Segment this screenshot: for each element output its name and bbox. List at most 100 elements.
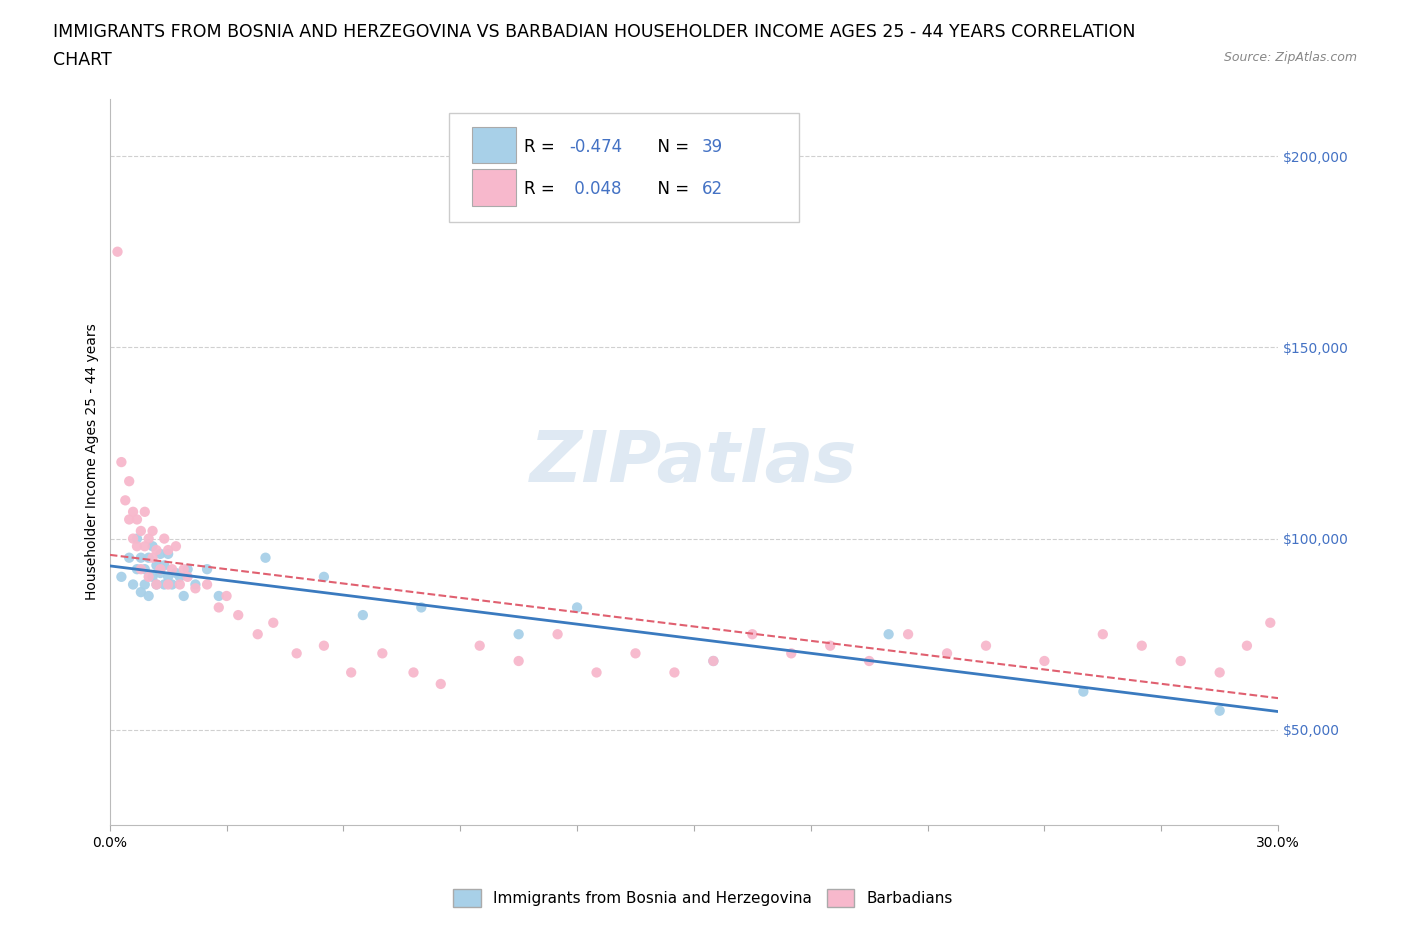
Point: [122, 504, 145, 519]
Point: [160, 562, 183, 577]
Point: [226, 607, 249, 622]
Point: [142, 569, 165, 584]
Point: [173, 562, 195, 577]
Point: [110, 569, 132, 584]
Point: [1258, 616, 1281, 631]
Point: [858, 654, 880, 669]
Point: [176, 569, 198, 584]
Point: [411, 600, 433, 615]
Point: [134, 504, 156, 519]
Point: [429, 676, 451, 691]
Point: [624, 646, 647, 661]
Point: [818, 638, 841, 653]
Point: [129, 524, 152, 538]
Point: [936, 646, 959, 661]
Point: [142, 524, 165, 538]
FancyBboxPatch shape: [449, 113, 799, 222]
Point: [122, 531, 145, 546]
Point: [138, 589, 160, 604]
Point: [165, 538, 187, 553]
Point: [145, 577, 167, 591]
Point: [741, 627, 763, 642]
Point: [340, 665, 363, 680]
Point: [547, 627, 569, 642]
Point: [1091, 627, 1114, 642]
Point: [138, 531, 160, 546]
Point: [195, 562, 218, 577]
Point: [118, 551, 141, 565]
Point: [129, 551, 152, 565]
Text: R =: R =: [524, 138, 561, 155]
Point: [1033, 654, 1056, 669]
Point: [145, 577, 167, 591]
Point: [195, 577, 218, 591]
Point: [371, 646, 394, 661]
Point: [157, 547, 180, 562]
Point: [122, 577, 145, 591]
Point: [254, 551, 277, 565]
Point: [246, 627, 269, 642]
Point: [664, 665, 686, 680]
Point: [176, 562, 198, 577]
Point: [142, 538, 165, 553]
Point: [153, 577, 176, 591]
Y-axis label: Householder Income Ages 25 - 44 years: Householder Income Ages 25 - 44 years: [86, 324, 100, 601]
Point: [134, 538, 156, 553]
Point: [402, 665, 425, 680]
Point: [169, 577, 191, 591]
Point: [125, 562, 148, 577]
Point: [508, 654, 530, 669]
Point: [468, 638, 491, 653]
Point: [157, 542, 180, 557]
Text: Source: ZipAtlas.com: Source: ZipAtlas.com: [1223, 51, 1357, 64]
Point: [184, 577, 207, 591]
Point: [129, 585, 152, 600]
Text: N =: N =: [647, 138, 695, 155]
Point: [165, 565, 187, 580]
Text: ZIPatlas: ZIPatlas: [530, 428, 858, 497]
Point: [1170, 654, 1192, 669]
Point: [285, 646, 308, 661]
Text: CHART: CHART: [53, 51, 112, 69]
Point: [173, 589, 195, 604]
Text: N =: N =: [647, 179, 695, 198]
Point: [1208, 703, 1230, 718]
Point: [129, 562, 152, 577]
Point: [262, 616, 284, 631]
Point: [138, 551, 160, 565]
Point: [208, 600, 231, 615]
Point: [565, 600, 588, 615]
Point: [208, 589, 231, 604]
Point: [153, 558, 176, 573]
Point: [215, 589, 238, 604]
Point: [974, 638, 997, 653]
Point: [125, 538, 148, 553]
Point: [702, 654, 724, 669]
Point: [312, 569, 335, 584]
FancyBboxPatch shape: [472, 127, 516, 164]
Point: [118, 512, 141, 527]
Point: [110, 455, 132, 470]
Legend: Immigrants from Bosnia and Herzegovina, Barbadians: Immigrants from Bosnia and Herzegovina, …: [447, 884, 959, 913]
Point: [352, 607, 374, 622]
Point: [134, 562, 156, 577]
Text: IMMIGRANTS FROM BOSNIA AND HERZEGOVINA VS BARBADIAN HOUSEHOLDER INCOME AGES 25 -: IMMIGRANTS FROM BOSNIA AND HERZEGOVINA V…: [53, 23, 1136, 41]
Point: [160, 577, 183, 591]
Point: [169, 569, 191, 584]
Point: [125, 512, 148, 527]
Point: [157, 569, 180, 584]
Point: [138, 569, 160, 584]
Point: [145, 542, 167, 557]
Point: [508, 627, 530, 642]
Text: 62: 62: [702, 179, 723, 198]
Point: [149, 565, 172, 580]
Point: [585, 665, 607, 680]
Text: 39: 39: [702, 138, 723, 155]
Point: [114, 493, 136, 508]
Point: [125, 531, 148, 546]
Point: [780, 646, 803, 661]
Point: [184, 581, 207, 596]
Point: [149, 547, 172, 562]
Point: [142, 551, 165, 565]
Point: [149, 562, 172, 577]
